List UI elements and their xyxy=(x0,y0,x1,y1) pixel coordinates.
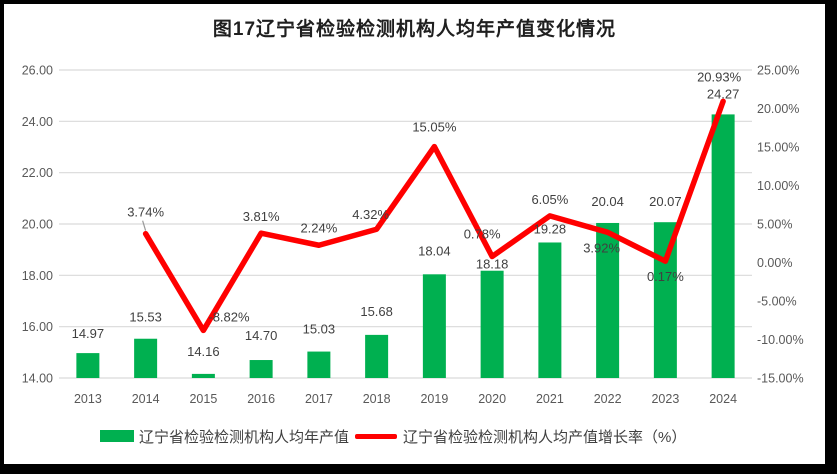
bar-value-label: 18.18 xyxy=(476,257,509,272)
x-axis-tick-label: 2023 xyxy=(651,392,679,406)
line-series-swatch-icon xyxy=(355,433,398,439)
left-axis-tick-label: 18.00 xyxy=(22,269,53,283)
line-value-label: 3.74% xyxy=(127,205,164,220)
bar-value-label: 15.68 xyxy=(360,304,393,319)
bar-2014 xyxy=(134,338,158,378)
x-axis-tick-label: 2017 xyxy=(305,392,333,406)
bar-value-label: 18.04 xyxy=(418,243,451,258)
right-axis-tick-label: 15.00% xyxy=(757,141,799,155)
bar-value-label: 15.53 xyxy=(129,310,162,325)
legend-bar-label: 辽宁省检验检测机构人均年产值 xyxy=(139,428,350,446)
bar-2020 xyxy=(480,270,504,378)
x-axis-tick-label: 2015 xyxy=(189,392,217,406)
line-value-label: 3.81% xyxy=(243,209,280,224)
line-value-label: 6.05% xyxy=(531,192,568,207)
line-value-label: -8.82% xyxy=(208,309,250,324)
combo-chart: 26.00 24.00 22.00 20.00 18.00 16.00 14.00 25.00… xyxy=(22,64,804,407)
bar-value-label: 14.97 xyxy=(72,326,105,341)
left-axis-tick-label: 16.00 xyxy=(22,320,53,334)
bar-2021 xyxy=(538,242,562,378)
x-axis-tick-label: 2016 xyxy=(247,392,275,406)
x-axis-tick-label: 2013 xyxy=(74,392,102,406)
legend-line-label: 辽宁省检验检测机构人均产值增长率（%） xyxy=(403,428,687,446)
line-value-label: 0.17% xyxy=(647,269,684,284)
left-axis-tick-label: 22.00 xyxy=(22,166,53,180)
bar-2024 xyxy=(711,114,735,379)
right-axis-tick-label: -15.00% xyxy=(757,372,804,386)
right-axis-tick-label: 0.00% xyxy=(757,256,792,270)
line-value-label: 15.05% xyxy=(412,120,457,135)
left-axis-tick-label: 26.00 xyxy=(22,64,53,78)
left-axis-tick-label: 24.00 xyxy=(22,115,53,129)
bar-series-swatch-icon xyxy=(100,430,134,442)
x-axis-tick-label: 2020 xyxy=(478,392,506,406)
x-axis-tick-label: 2019 xyxy=(420,392,448,406)
bar-2022 xyxy=(596,222,620,378)
bar-2018 xyxy=(365,334,389,378)
left-axis-tick-label: 14.00 xyxy=(22,372,53,386)
line-value-label: 0.78% xyxy=(464,226,501,241)
line-value-label: 2.24% xyxy=(300,220,337,235)
x-axis-tick-label: 2024 xyxy=(709,392,737,406)
chart-canvas: 图17辽宁省检验检测机构人均年产值变化情况 26.00 24.00 22.00 20.… xyxy=(4,4,825,464)
legend: 辽宁省检验检测机构人均年产值 辽宁省检验检测机构人均产值增长率（%） xyxy=(100,426,686,446)
bar-2017 xyxy=(307,351,331,378)
label-leader-line xyxy=(142,220,147,231)
bar-value-label: 15.03 xyxy=(303,322,336,337)
right-axis-tick-label: 20.00% xyxy=(757,102,799,116)
left-axis-tick-label: 20.00 xyxy=(22,218,53,232)
line-value-label: 20.93% xyxy=(697,69,742,84)
x-axis-tick-label: 2022 xyxy=(594,392,622,406)
bar-2019 xyxy=(422,274,446,378)
bar-value-label: 20.07 xyxy=(649,194,682,209)
line-value-label: 3.92% xyxy=(583,240,620,255)
bar-value-label: 24.27 xyxy=(707,86,740,101)
bar-2013 xyxy=(76,353,100,378)
x-axis-tick-label: 2014 xyxy=(132,392,160,406)
growth-rate-line xyxy=(142,98,726,334)
right-axis-tick-label: 25.00% xyxy=(757,64,799,78)
line-value-label: 4.32% xyxy=(352,207,389,222)
bar-value-label: 14.70 xyxy=(245,328,278,343)
x-axis-tick-label: 2018 xyxy=(363,392,391,406)
bar-value-label: 19.28 xyxy=(534,221,567,236)
bar-2016 xyxy=(249,360,273,378)
right-axis-tick-label: -10.00% xyxy=(757,333,804,347)
x-axis-tick-label: 2021 xyxy=(536,392,564,406)
right-axis-tick-label: -5.00% xyxy=(757,295,797,309)
chart-title: 图17辽宁省检验检测机构人均年产值变化情况 xyxy=(212,19,617,40)
right-axis-tick-label: 10.00% xyxy=(757,179,799,193)
bar-value-label: 14.16 xyxy=(187,344,220,359)
right-axis-tick-label: 5.00% xyxy=(757,218,792,232)
bar-value-label: 20.04 xyxy=(591,194,624,209)
bar-2015 xyxy=(191,373,215,378)
